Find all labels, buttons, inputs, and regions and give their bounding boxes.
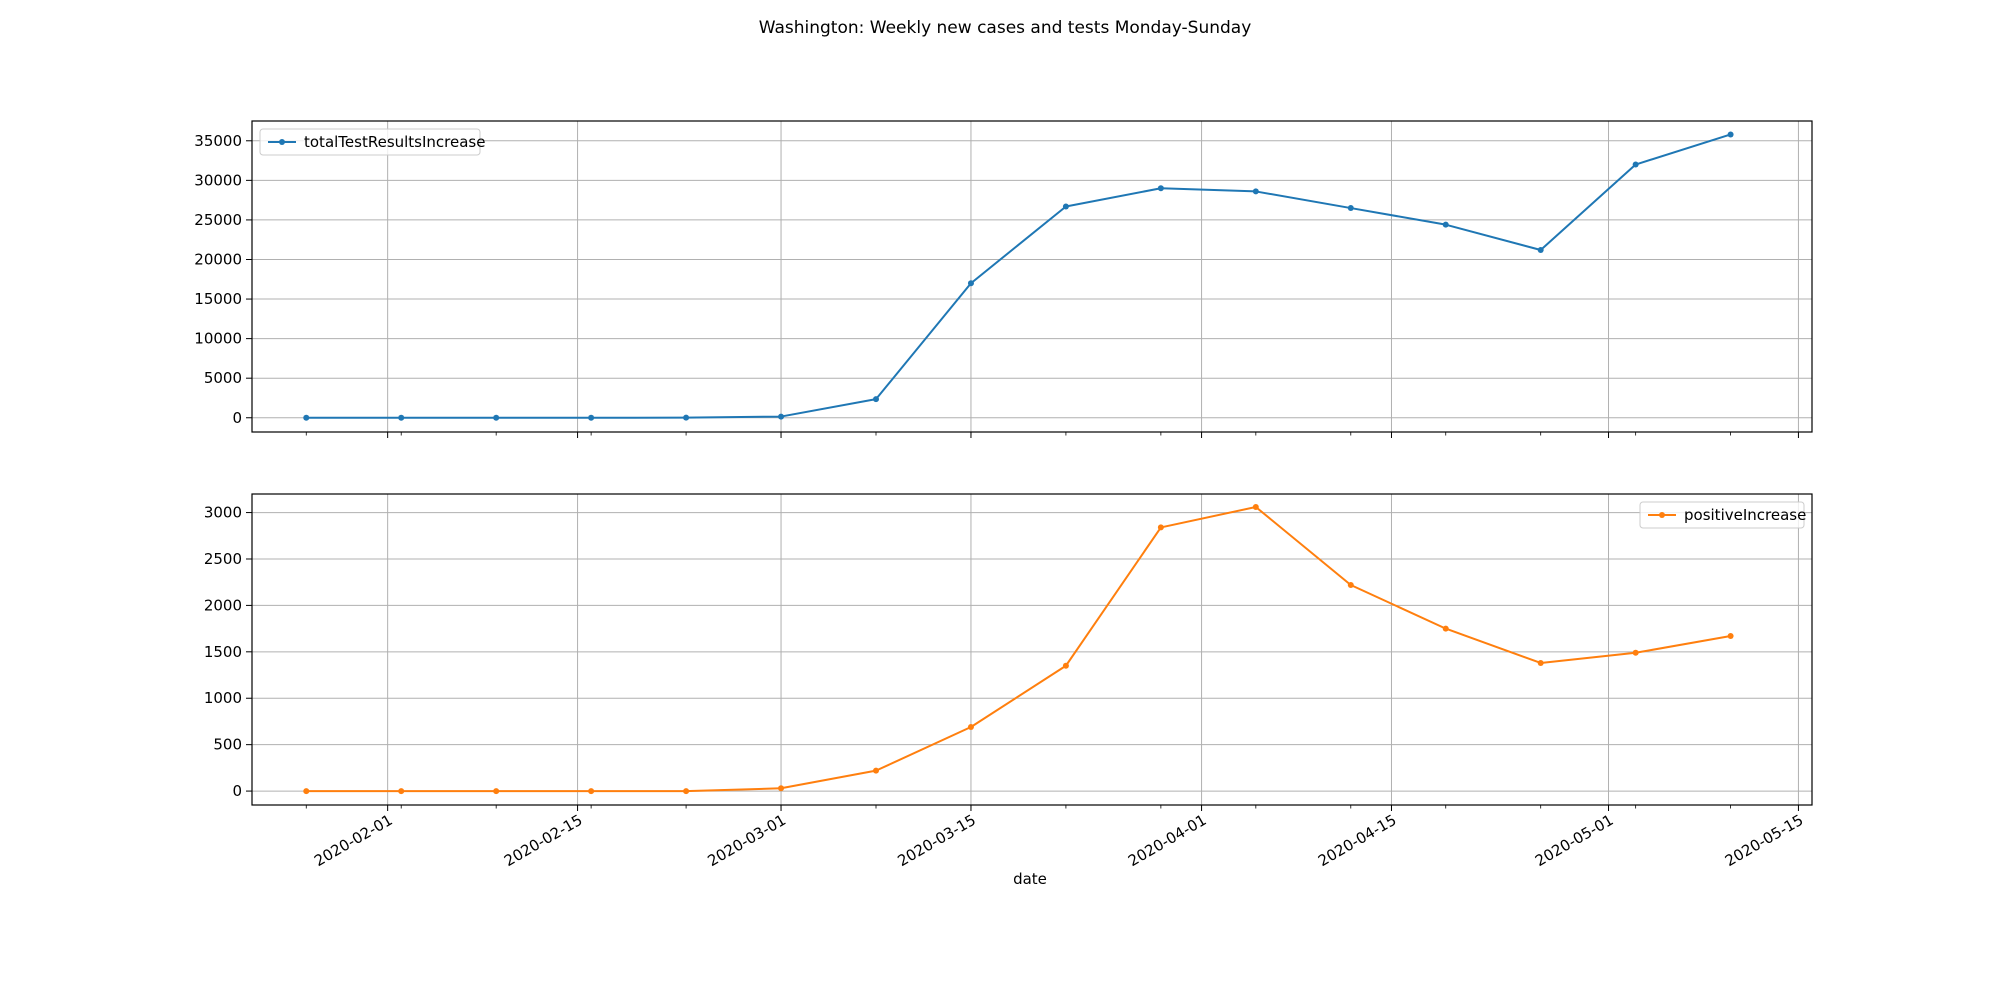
data-point <box>588 788 595 795</box>
data-point <box>873 767 879 774</box>
data-point <box>493 414 500 421</box>
y-tick-label-0: 0 <box>232 409 242 427</box>
data-point <box>1252 503 1259 510</box>
y-tick-label-5: 25000 <box>194 211 242 229</box>
y-tick-label-4: 20000 <box>194 250 242 268</box>
legend-marker <box>1659 512 1665 518</box>
y-tick-label-7: 35000 <box>194 132 242 150</box>
y-tick-label-0: 0 <box>232 782 242 800</box>
data-point <box>873 396 879 403</box>
x-tick-label-1: 2020-02-15 <box>501 811 586 870</box>
data-point <box>1157 185 1164 192</box>
x-tick-label-4: 2020-04-01 <box>1125 811 1210 870</box>
y-tick-label-1: 5000 <box>204 369 242 387</box>
data-point <box>1442 625 1449 632</box>
data-point <box>1157 524 1164 531</box>
data-point <box>1347 581 1354 588</box>
y-tick-label-1: 500 <box>213 736 242 754</box>
y-tick-label-6: 3000 <box>204 504 242 522</box>
data-point <box>398 414 405 421</box>
data-point <box>683 414 690 421</box>
data-point <box>588 414 595 421</box>
cases-subplot: 0 500 1000 1500 2000 2500 3000 2020-02-01 2020-0… <box>204 493 1813 888</box>
data-point <box>967 724 974 731</box>
legend-label: totalTestResultsIncrease <box>304 133 485 151</box>
data-point <box>1062 203 1069 210</box>
y-tick-label-2: 10000 <box>194 330 242 348</box>
y-tick-label-2: 1000 <box>204 689 242 707</box>
y-tick-label-4: 2000 <box>204 596 242 614</box>
data-point <box>1442 221 1449 228</box>
x-tick-label-6: 2020-05-01 <box>1532 811 1617 870</box>
x-tick-label-7: 2020-05-15 <box>1722 811 1807 870</box>
data-point <box>1632 161 1639 168</box>
axes-frame <box>251 120 1813 433</box>
y-tick-label-6: 30000 <box>194 171 242 189</box>
data-point <box>1252 188 1259 195</box>
data-point <box>967 280 974 287</box>
y-tick-label-3: 15000 <box>194 290 242 308</box>
x-tick-label-0: 2020-02-01 <box>311 811 396 870</box>
data-point <box>303 414 310 421</box>
data-point <box>1537 659 1544 666</box>
legend-label: positiveIncrease <box>1684 506 1806 524</box>
tests-subplot: 0 5000 10000 15000 20000 25000 30000 35000 total… <box>194 120 1813 438</box>
data-point <box>1727 131 1734 138</box>
x-axis-label: date <box>1013 870 1047 888</box>
data-point <box>1727 633 1734 640</box>
y-tick-label-5: 2500 <box>204 550 242 568</box>
legend-box <box>259 128 481 156</box>
data-point <box>1347 205 1354 212</box>
data-point <box>398 788 405 795</box>
series-line-positiveIncrease <box>306 506 1731 793</box>
x-tick-label-2: 2020-03-01 <box>705 811 790 870</box>
axes-frame <box>251 493 1813 806</box>
data-point <box>778 785 785 792</box>
series-line-totalTestResultsIncrease <box>306 133 1731 419</box>
legend-box <box>1639 501 1805 529</box>
data-point <box>1632 649 1639 656</box>
legend: positiveIncrease <box>1639 501 1806 529</box>
data-point <box>1537 246 1544 253</box>
data-point <box>1062 662 1069 669</box>
legend: totalTestResultsIncrease <box>259 128 485 156</box>
data-point <box>493 788 500 795</box>
data-point <box>683 788 690 795</box>
y-tick-label-3: 1500 <box>204 643 242 661</box>
x-tick-label-5: 2020-04-15 <box>1315 811 1400 870</box>
legend-marker <box>279 139 285 145</box>
data-point <box>778 413 785 420</box>
x-tick-label-3: 2020-03-15 <box>894 811 979 870</box>
figure-title: Washington: Weekly new cases and tests M… <box>759 18 1252 38</box>
data-point <box>303 788 310 795</box>
